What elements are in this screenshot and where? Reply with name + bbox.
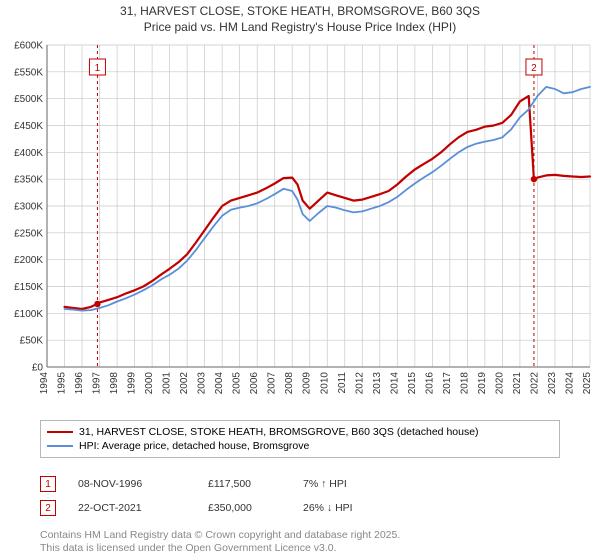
svg-text:1999: 1999 xyxy=(127,372,138,395)
svg-text:2005: 2005 xyxy=(232,372,243,395)
title-line1: 31, HARVEST CLOSE, STOKE HEATH, BROMSGRO… xyxy=(0,4,600,20)
svg-text:2020: 2020 xyxy=(494,372,505,395)
svg-text:£250K: £250K xyxy=(14,229,43,240)
annotations-block: 1 08-NOV-1996 £117,500 7% ↑ HPI 2 22-OCT… xyxy=(40,472,433,520)
svg-text:£450K: £450K xyxy=(14,121,43,132)
svg-text:1998: 1998 xyxy=(109,372,120,395)
svg-text:2016: 2016 xyxy=(424,372,435,395)
svg-text:2: 2 xyxy=(531,63,537,74)
annotation-date-1: 08-NOV-1996 xyxy=(78,478,208,490)
svg-text:2013: 2013 xyxy=(372,372,383,395)
footer-line2: This data is licensed under the Open Gov… xyxy=(40,542,400,556)
svg-text:2025: 2025 xyxy=(582,372,593,395)
svg-text:2004: 2004 xyxy=(214,372,225,395)
svg-text:1997: 1997 xyxy=(92,372,103,395)
svg-text:2009: 2009 xyxy=(302,372,313,395)
svg-text:£500K: £500K xyxy=(14,94,43,105)
chart-container: 31, HARVEST CLOSE, STOKE HEATH, BROMSGRO… xyxy=(0,0,600,560)
annotation-badge-2: 2 xyxy=(40,500,56,516)
annotation-date-2: 22-OCT-2021 xyxy=(78,502,208,514)
svg-text:2008: 2008 xyxy=(284,372,295,395)
svg-text:2023: 2023 xyxy=(547,372,558,395)
svg-text:2010: 2010 xyxy=(319,372,330,395)
svg-text:2006: 2006 xyxy=(249,372,260,395)
svg-text:2017: 2017 xyxy=(442,372,453,395)
svg-text:1994: 1994 xyxy=(39,372,50,395)
svg-text:2024: 2024 xyxy=(564,372,575,395)
svg-text:£150K: £150K xyxy=(14,282,43,293)
annotation-row: 1 08-NOV-1996 £117,500 7% ↑ HPI xyxy=(40,472,433,496)
svg-text:£0: £0 xyxy=(32,363,44,374)
footer-line1: Contains HM Land Registry data © Crown c… xyxy=(40,529,400,543)
svg-text:£550K: £550K xyxy=(14,68,43,79)
svg-text:£350K: £350K xyxy=(14,175,43,186)
svg-text:2019: 2019 xyxy=(477,372,488,395)
legend-box: 31, HARVEST CLOSE, STOKE HEATH, BROMSGRO… xyxy=(40,420,560,458)
svg-text:1995: 1995 xyxy=(57,372,68,395)
svg-text:2003: 2003 xyxy=(197,372,208,395)
chart-svg: £0 £50K £100K £150K £200K £250K £300K £350K £400… xyxy=(0,37,600,412)
svg-text:1996: 1996 xyxy=(74,372,85,395)
annotation-row: 2 22-OCT-2021 £350,000 26% ↓ HPI xyxy=(40,496,433,520)
svg-text:£200K: £200K xyxy=(14,255,43,266)
annotation-pct-2: 26% ↓ HPI xyxy=(303,502,433,514)
legend-label-1: 31, HARVEST CLOSE, STOKE HEATH, BROMSGRO… xyxy=(79,426,479,438)
title-line2: Price paid vs. HM Land Registry's House … xyxy=(0,20,600,36)
footer-note: Contains HM Land Registry data © Crown c… xyxy=(40,529,400,556)
svg-text:2012: 2012 xyxy=(354,372,365,395)
annotation-pct-1: 7% ↑ HPI xyxy=(303,478,433,490)
annotation-badge-1: 1 xyxy=(40,476,56,492)
title-block: 31, HARVEST CLOSE, STOKE HEATH, BROMSGRO… xyxy=(0,0,600,37)
legend-label-2: HPI: Average price, detached house, Brom… xyxy=(79,440,309,452)
svg-text:2011: 2011 xyxy=(337,372,348,394)
svg-text:£600K: £600K xyxy=(14,41,43,52)
legend-swatch-1 xyxy=(47,431,73,433)
svg-text:2021: 2021 xyxy=(512,372,523,395)
svg-text:2002: 2002 xyxy=(179,372,190,395)
svg-text:2007: 2007 xyxy=(267,372,278,395)
svg-text:£400K: £400K xyxy=(14,148,43,159)
svg-text:2000: 2000 xyxy=(144,372,155,395)
svg-text:2014: 2014 xyxy=(389,372,400,395)
legend-row: 31, HARVEST CLOSE, STOKE HEATH, BROMSGRO… xyxy=(47,425,553,439)
svg-text:£100K: £100K xyxy=(14,309,43,320)
legend-row: HPI: Average price, detached house, Brom… xyxy=(47,439,553,453)
svg-text:£300K: £300K xyxy=(14,202,43,213)
svg-text:2015: 2015 xyxy=(407,372,418,395)
annotation-price-1: £117,500 xyxy=(208,478,303,490)
svg-text:2001: 2001 xyxy=(162,372,173,395)
svg-text:2022: 2022 xyxy=(529,372,540,395)
svg-text:£50K: £50K xyxy=(20,336,44,347)
annotation-price-2: £350,000 xyxy=(208,502,303,514)
legend-swatch-2 xyxy=(47,445,73,447)
svg-text:2018: 2018 xyxy=(459,372,470,395)
chart-area: £0 £50K £100K £150K £200K £250K £300K £350K £400… xyxy=(0,37,600,412)
svg-text:1: 1 xyxy=(95,63,101,74)
